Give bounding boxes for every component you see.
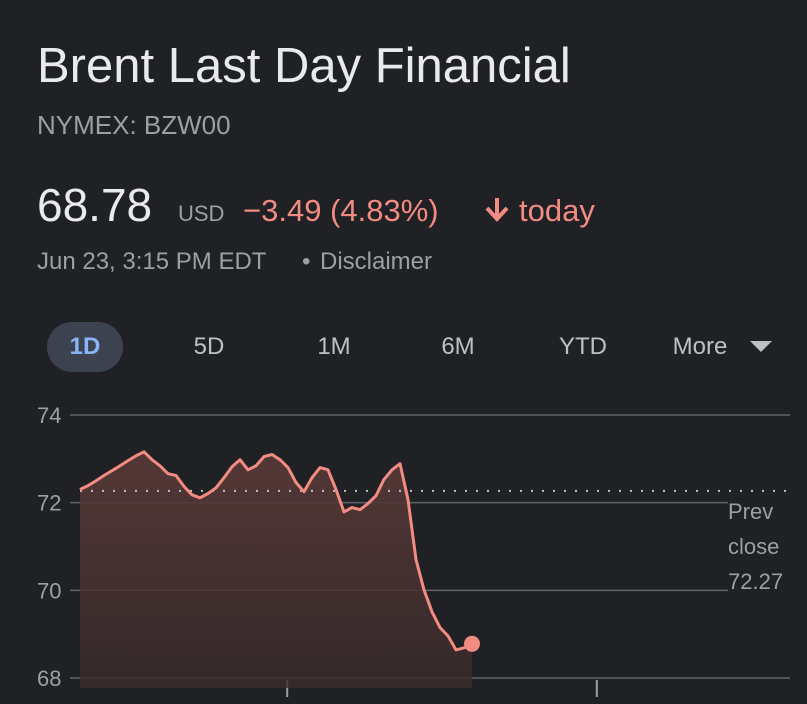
range-tab[interactable]: 6M bbox=[441, 333, 475, 360]
range-tab[interactable]: 5D bbox=[193, 333, 225, 360]
price: 68.78 bbox=[37, 179, 153, 231]
disclaimer[interactable]: Disclaimer bbox=[320, 248, 433, 275]
prev-close-box: Prev close 72.27 bbox=[728, 494, 794, 599]
y-tick-label: 74 bbox=[37, 403, 61, 428]
change: −3.49 (4.83%) bbox=[243, 193, 439, 228]
y-tick-label: 68 bbox=[37, 666, 61, 691]
y-tick-label: 70 bbox=[37, 578, 61, 603]
currency: USD bbox=[178, 201, 225, 226]
price-line bbox=[79, 450, 473, 652]
ticker: NYMEX: BZW00 bbox=[37, 110, 231, 140]
period: today bbox=[519, 193, 595, 228]
title: Brent Last Day Financial bbox=[37, 39, 571, 93]
range-tab[interactable]: 1M bbox=[317, 333, 351, 360]
range-tab[interactable]: More bbox=[672, 333, 728, 360]
timestamp: Jun 23, 3:15 PM EDT bbox=[37, 248, 267, 275]
prev-close-label: Prev close bbox=[728, 499, 780, 559]
separator: • bbox=[302, 248, 311, 275]
area bbox=[80, 451, 472, 688]
x-tick-label: 9:00 AM bbox=[247, 700, 328, 704]
range-tab[interactable]: YTD bbox=[559, 333, 607, 360]
range-tab[interactable]: 1D bbox=[69, 333, 101, 360]
y-tick-label: 72 bbox=[37, 491, 61, 516]
prev-close-value: 72.27 bbox=[728, 569, 784, 594]
last-point bbox=[464, 635, 480, 652]
selected-tab-pill bbox=[47, 322, 123, 372]
x-tick-label: 3:00 PM bbox=[556, 700, 638, 704]
